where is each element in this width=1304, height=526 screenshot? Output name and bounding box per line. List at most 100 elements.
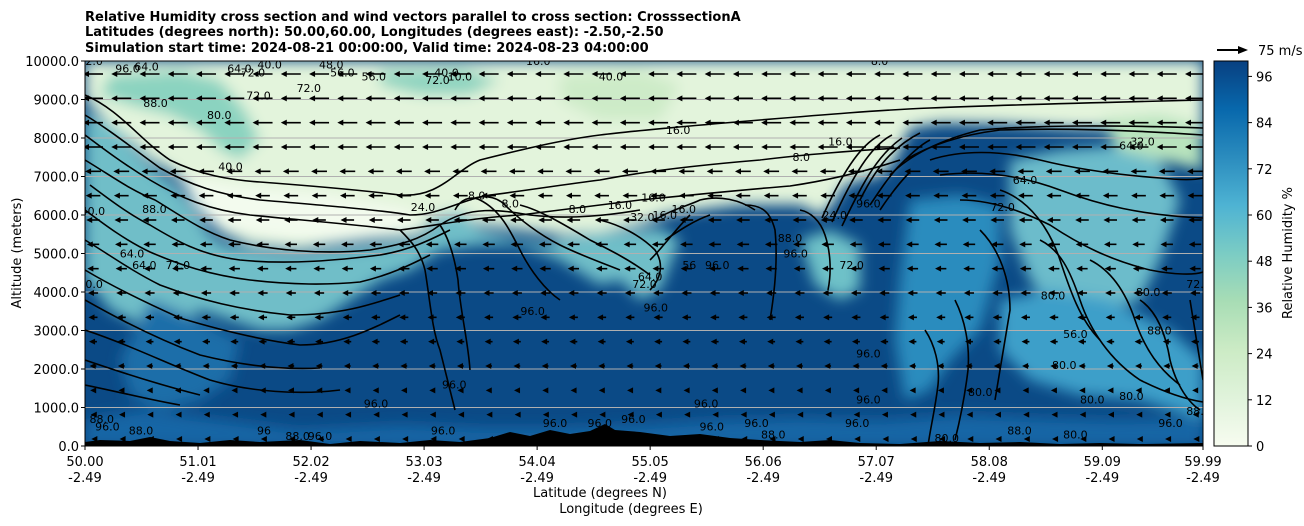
wind-vector (371, 338, 380, 345)
wind-vector (427, 314, 437, 321)
x-axis-label-longitude: Longitude (degrees E) (559, 502, 703, 517)
wind-vector (172, 265, 184, 272)
wind-vector (648, 95, 669, 102)
wind-vector (481, 192, 496, 199)
wind-vector (567, 265, 580, 272)
wind-vector (992, 314, 1002, 321)
wind-vector (797, 436, 804, 442)
wind-vector (288, 411, 295, 418)
y-axis: 0.0 1000.0 2000.0 3000.0 4000.0 5000.0 6000.0 7… (25, 55, 85, 455)
wind-vector (85, 71, 103, 77)
wind-vector (598, 363, 605, 369)
wind-vector (1103, 217, 1118, 223)
contour-label: 88.0 (1007, 424, 1032, 437)
wind-vector (905, 217, 920, 223)
wind-vector (845, 71, 866, 77)
wind-vector (311, 192, 327, 199)
wind-vector (710, 314, 720, 321)
wind-vector (368, 192, 383, 199)
terrain-silhouette (85, 424, 1203, 446)
contour-label: 24.0 (823, 209, 848, 222)
wind-vector (1132, 241, 1145, 248)
wind-vector (541, 363, 549, 369)
wind-vector (1132, 265, 1145, 272)
wind-vector (510, 217, 524, 223)
wind-vector (535, 95, 556, 102)
wind-vector (1136, 411, 1143, 418)
wind-vector (89, 338, 97, 345)
contour-label: 72.0 (632, 278, 657, 291)
wind-vector (317, 436, 324, 442)
wind-vector (169, 168, 186, 175)
wind-vector (849, 217, 863, 223)
colorbar-tick-label: 72 (1256, 163, 1273, 178)
wind-vector (1158, 168, 1175, 175)
wind-vector (203, 387, 210, 394)
wind-vector (712, 436, 719, 442)
wind-vector (1105, 290, 1116, 296)
wind-vector (339, 168, 356, 175)
wind-vector (993, 338, 1002, 345)
contour-label: 56.0 (361, 70, 386, 83)
wind-vector (425, 241, 439, 248)
contour-labels: 72.096.064.088.088.040.064.064.040.072.0… (85, 59, 1203, 445)
wind-vector (736, 241, 750, 248)
wind-vector (535, 71, 556, 77)
wind-vector (595, 241, 608, 248)
wind-vector (117, 338, 126, 345)
wind-vector (619, 144, 640, 150)
wind-vector (791, 168, 808, 175)
colorbar-tick-label: 24 (1256, 348, 1273, 363)
wind-vector (258, 338, 267, 345)
x-axis: 50.00-2.4951.01-2.4952.02-2.4953.03-2.49… (66, 446, 1222, 486)
wind-vector (456, 338, 465, 345)
wind-vector (341, 241, 354, 248)
contour-label: 96.0 (856, 197, 881, 210)
wind-vector (708, 241, 721, 248)
wind-vector (170, 217, 185, 223)
wind-vector (625, 338, 634, 345)
wind-vector (1052, 436, 1059, 442)
wind-vector (597, 314, 607, 321)
wind-vector (711, 387, 718, 394)
wind-vector (879, 290, 890, 296)
wind-vector (229, 290, 240, 296)
wind-vector (853, 411, 860, 418)
wind-vector (87, 290, 99, 296)
wind-vector (113, 168, 130, 175)
colorbar-label: Relative Humidity % (1281, 187, 1296, 319)
wind-vector (707, 217, 722, 223)
contour-label: 48.0 (319, 59, 344, 72)
wind-vector (824, 387, 831, 394)
wind-vector (566, 192, 581, 199)
contour-label: 72.0 (839, 259, 864, 272)
wind-vector (286, 338, 295, 345)
wind-vector (852, 363, 860, 369)
wind-vector (485, 387, 492, 394)
wind-vector (622, 192, 638, 199)
colorbar-tick-label: 12 (1256, 394, 1273, 409)
wind-vector (284, 217, 298, 223)
wind-vector (1043, 144, 1064, 150)
wind-vector (313, 265, 325, 272)
wind-vector (648, 119, 669, 126)
x-tick-label-lon: -2.49 (68, 471, 102, 486)
wind-vector (626, 363, 634, 369)
wind-vector (676, 119, 697, 126)
wind-vector (280, 95, 301, 102)
wind-vector (230, 363, 238, 369)
wind-vector (260, 411, 267, 418)
wind-vector (768, 387, 775, 394)
wind-vector (902, 71, 923, 77)
wind-vector (146, 387, 153, 394)
wind-vector (679, 192, 694, 199)
contour-label: 56.0 (1063, 328, 1088, 341)
wind-vector (1191, 338, 1199, 345)
contour-label: 88.0 (143, 97, 168, 110)
wind-vector (655, 411, 662, 418)
wind-vector (881, 387, 888, 394)
wind-vector (651, 217, 665, 223)
x-tick-label-lat: 57.07 (858, 455, 895, 470)
wind-vector (961, 168, 977, 175)
wind-vector (994, 387, 1001, 394)
